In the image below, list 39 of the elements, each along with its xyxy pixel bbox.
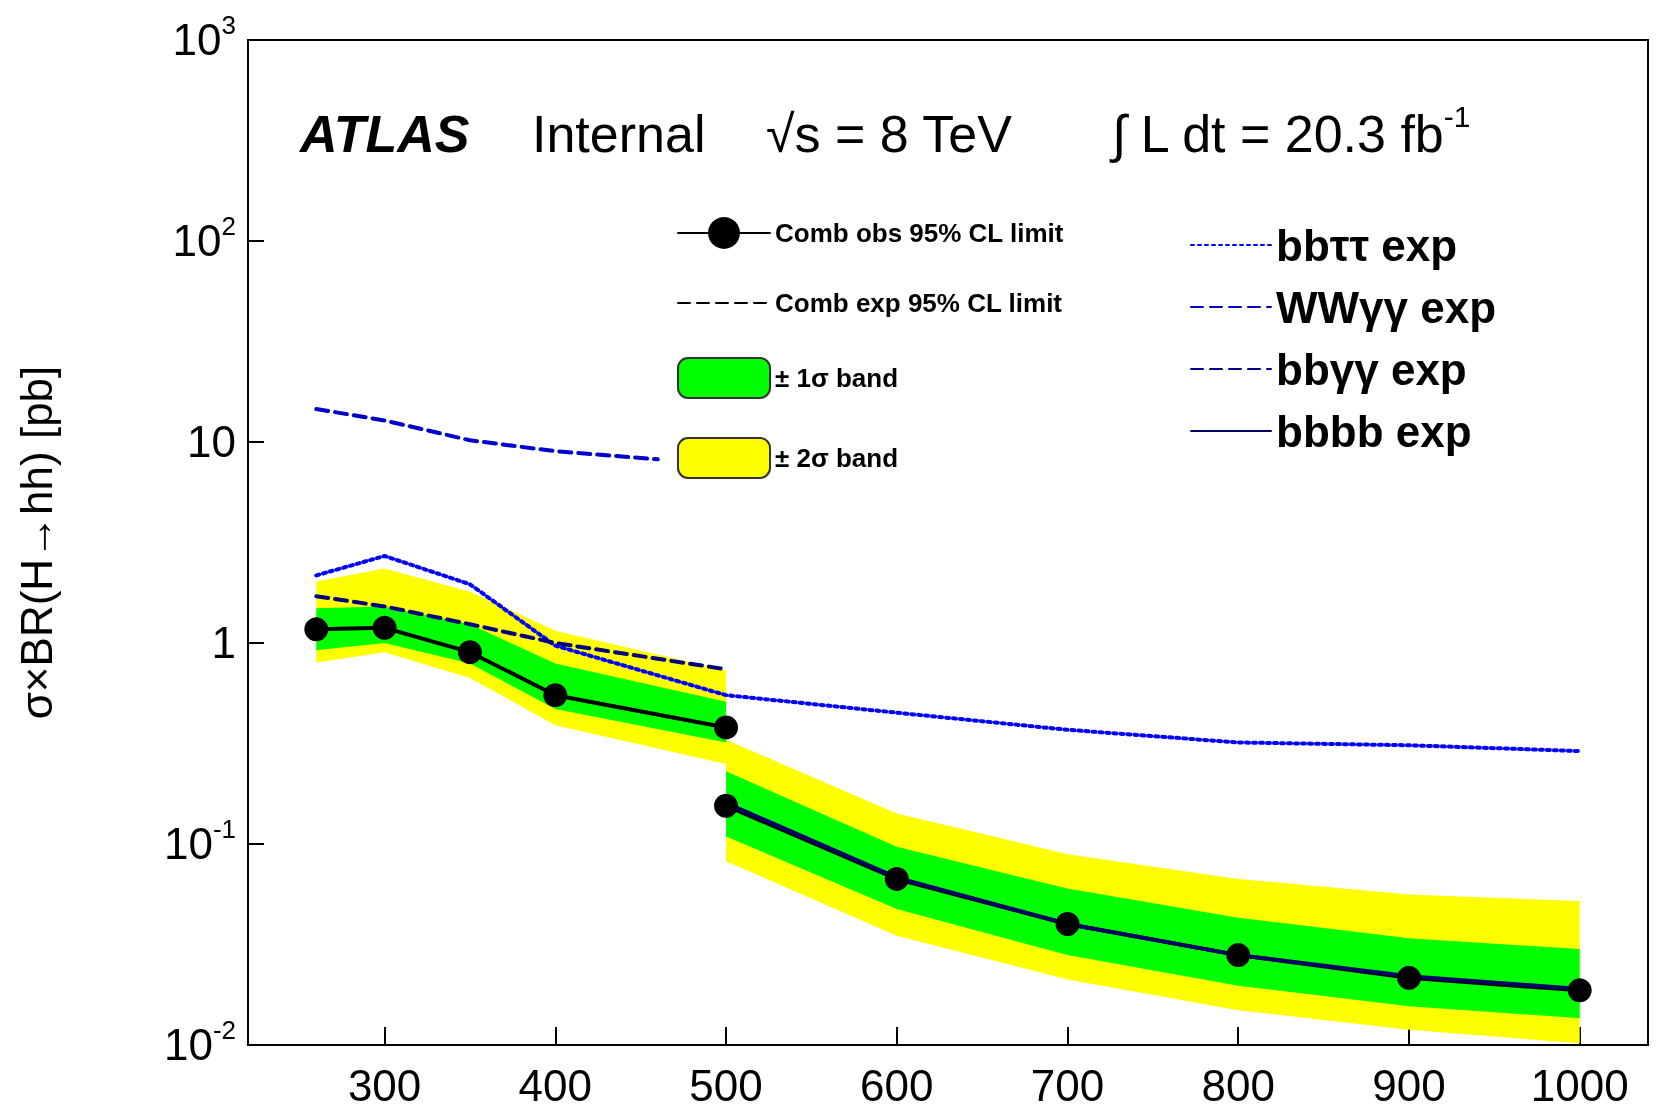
point	[714, 793, 739, 818]
legend-label: bbττ exp	[1276, 220, 1458, 270]
x-tick-label: 600	[860, 1060, 934, 1107]
x-tick-label: 300	[347, 1060, 422, 1107]
legend-label: WWγγ exp	[1276, 282, 1497, 332]
legend-label: ± 1σ band	[775, 363, 899, 393]
point	[1226, 943, 1251, 968]
line-series	[314, 553, 1582, 754]
line-series	[314, 406, 660, 462]
legend-label: Comb exp 95% CL limit	[775, 288, 1063, 318]
y-tick-label: 10$^{2}$	[172, 211, 236, 265]
y-tick-label: 10$^{-2}$	[163, 1015, 236, 1069]
x-tick-label: 900	[1372, 1060, 1446, 1107]
point	[1055, 911, 1080, 936]
y-tick-label: 1	[211, 618, 236, 667]
point	[1397, 965, 1421, 990]
legend-label: bbbb exp	[1276, 406, 1472, 456]
x-tick-label: 500	[689, 1060, 763, 1107]
point	[884, 866, 909, 891]
annotation: √s = 8 TeV	[766, 105, 1012, 163]
legend-label: Comb obs 95% CL limit	[775, 218, 1064, 248]
y-tick-label: 10$^{3}$	[172, 10, 236, 64]
x-tick-label: 400	[518, 1060, 593, 1107]
x-tick-label: 700	[1030, 1060, 1105, 1107]
legend-label: bbγγ exp	[1276, 344, 1467, 394]
point	[457, 640, 482, 665]
legend-label: ± 2σ band	[775, 443, 899, 473]
annotation: Internal	[532, 105, 706, 163]
point	[304, 617, 329, 642]
point	[372, 615, 397, 640]
point	[714, 715, 739, 740]
y-axis-title: σ×BR(H→hh) [pb]	[11, 365, 61, 720]
y-tick-label: 10$^{-1}$	[163, 814, 236, 868]
x-tick-label: 800	[1201, 1060, 1275, 1107]
point	[1567, 978, 1592, 1003]
y-tick-label: 10	[187, 417, 236, 466]
point	[543, 683, 568, 708]
annotation: ATLAS	[300, 105, 470, 163]
x-tick-label: 1000	[1530, 1060, 1629, 1107]
